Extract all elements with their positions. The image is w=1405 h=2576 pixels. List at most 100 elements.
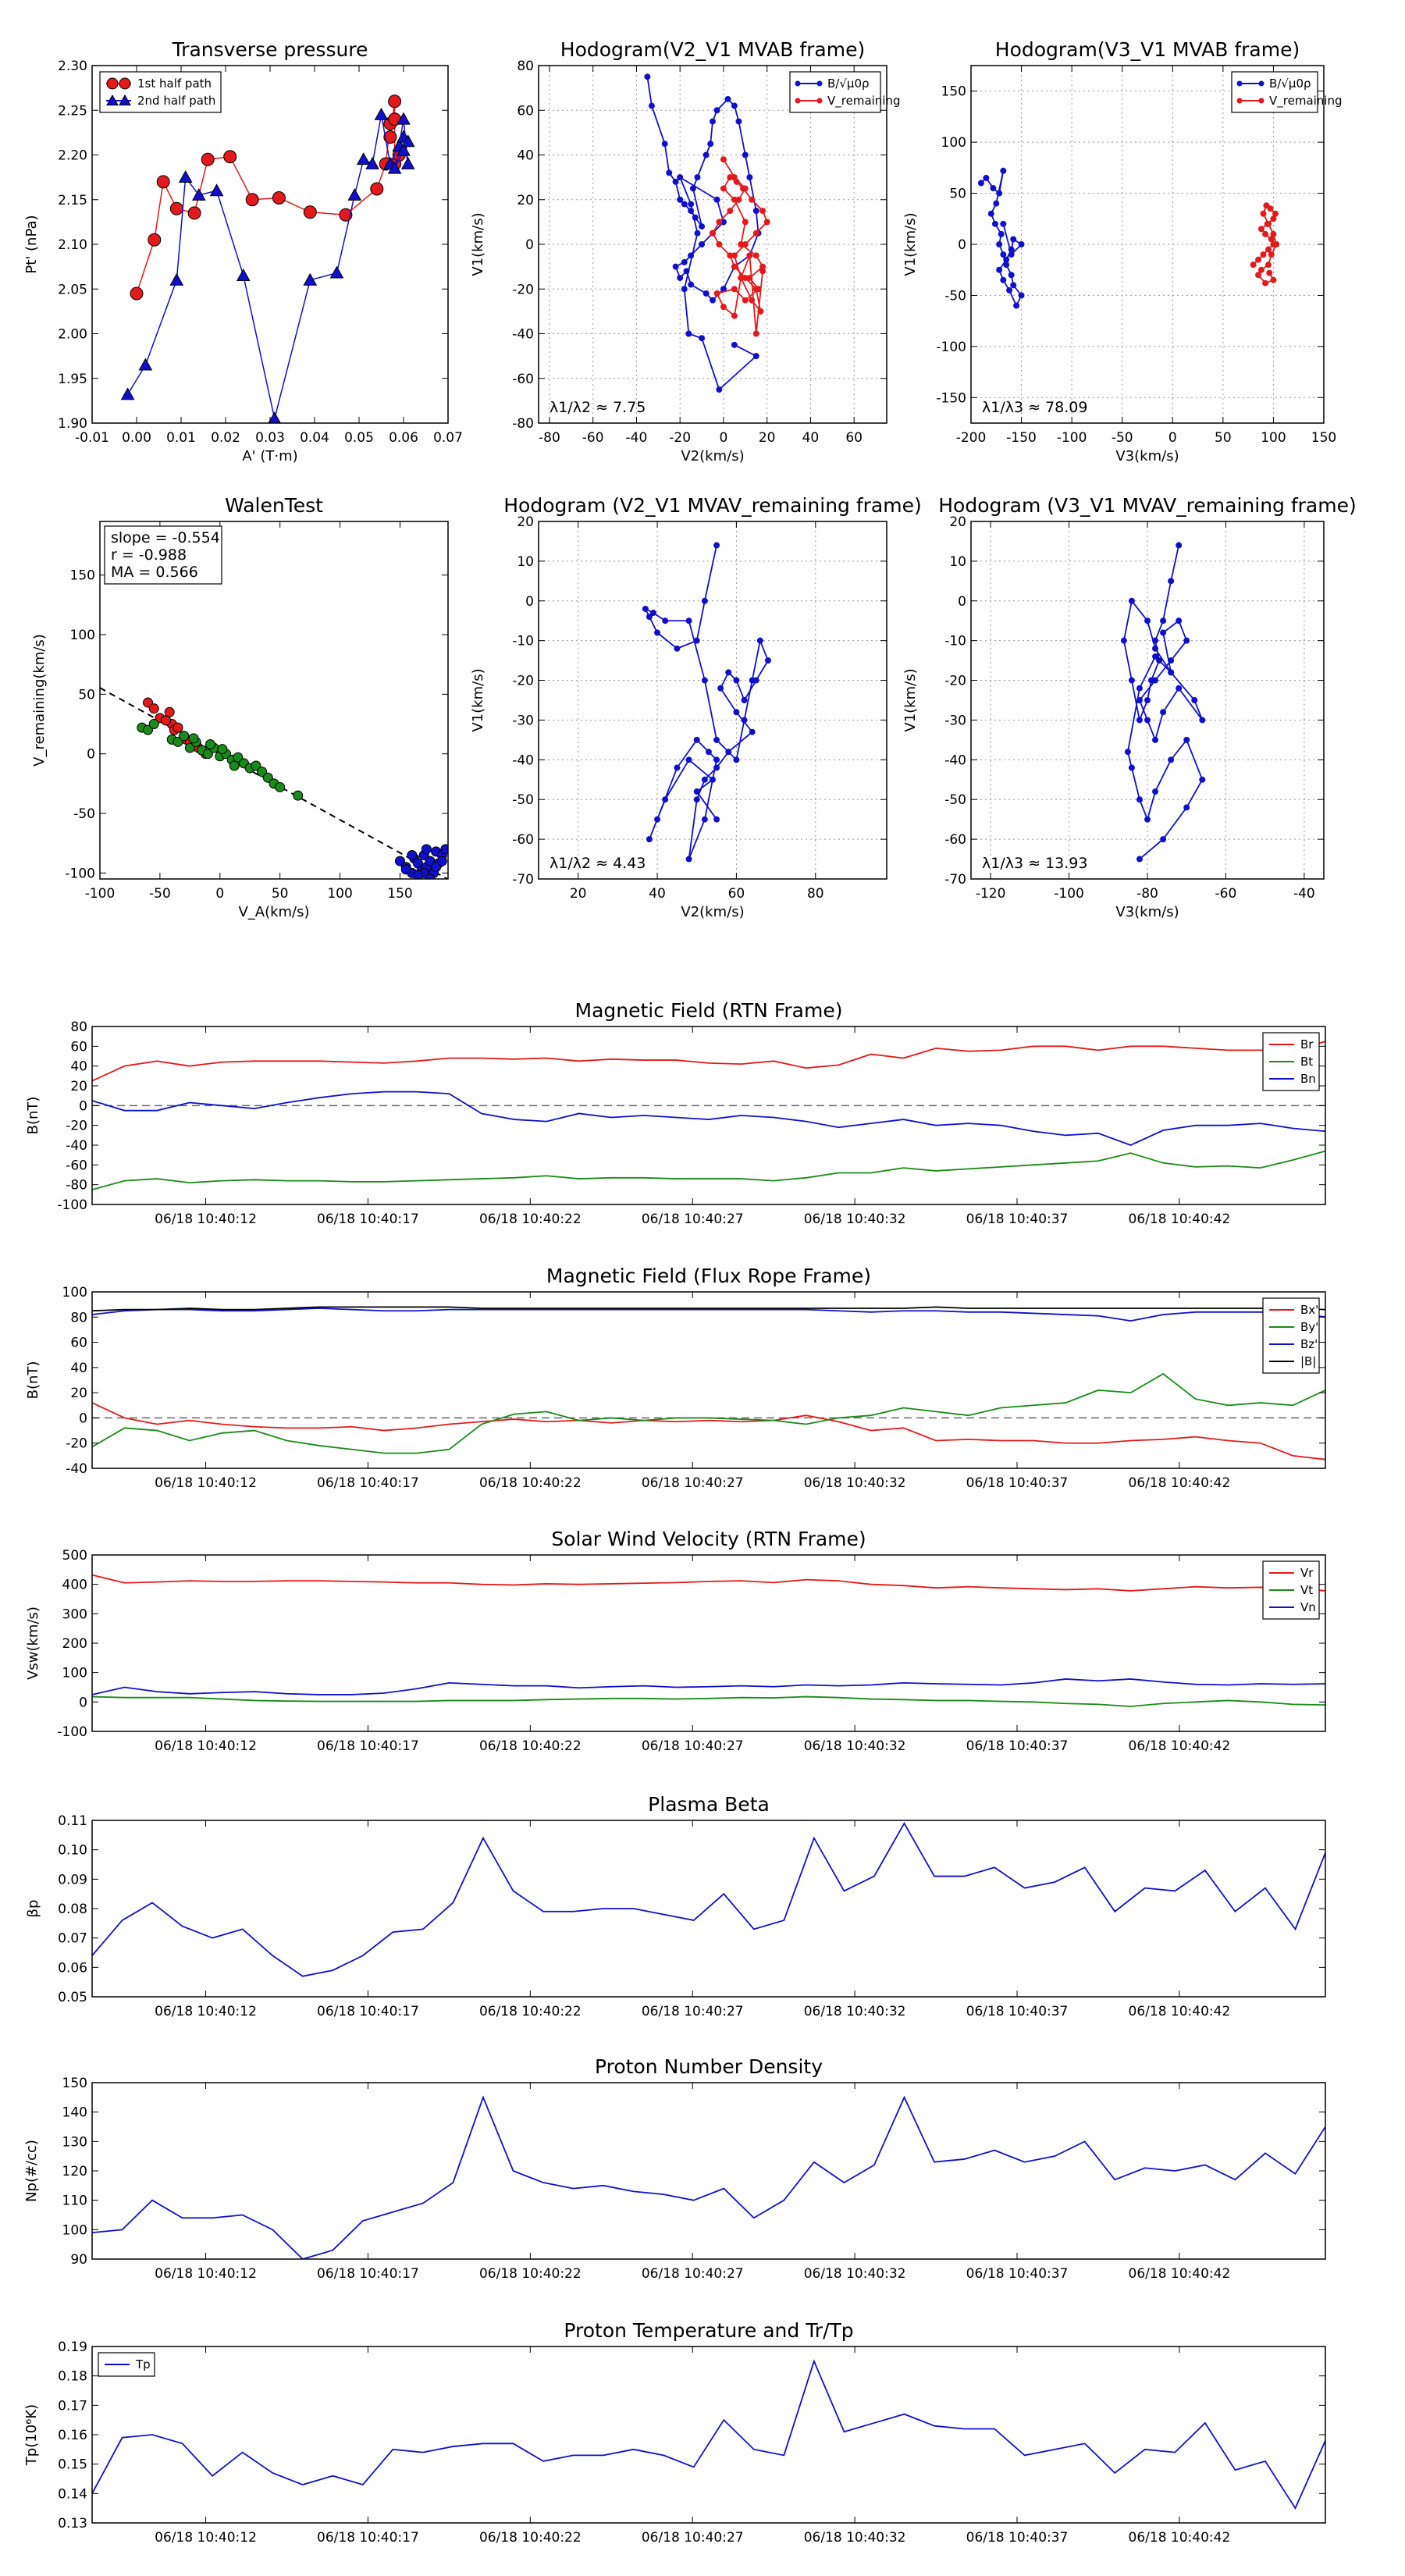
data-point <box>681 286 688 293</box>
data-point <box>713 736 720 743</box>
data-point <box>1003 256 1010 263</box>
y-tick-label: -20 <box>66 1436 87 1452</box>
eigenvalue-ratio-label: λ1/λ3 ≈ 13.93 <box>982 855 1087 872</box>
data-point <box>1183 736 1190 743</box>
data-point <box>699 223 706 230</box>
data-point <box>688 281 695 288</box>
data-point <box>685 756 692 763</box>
y-tick-label: 0.17 <box>58 2398 87 2414</box>
series-line <box>92 1695 1325 1707</box>
x-tick-label: 0.03 <box>255 430 285 446</box>
data-point <box>394 856 405 866</box>
legend-marker <box>1258 98 1264 104</box>
series-line <box>92 1150 1325 1190</box>
data-point <box>179 731 190 742</box>
x-tick-label: -200 <box>956 430 987 446</box>
y-tick-label: -20 <box>66 1119 87 1134</box>
data-point <box>205 738 215 749</box>
data-point <box>702 151 710 158</box>
y-tick-label: 0.05 <box>58 1990 87 2005</box>
data-point <box>677 174 684 181</box>
x-tick-label: -20 <box>669 430 691 446</box>
data-point <box>1176 685 1183 692</box>
data-point <box>1156 657 1163 664</box>
y-tick-label: -40 <box>66 1138 87 1154</box>
data-point <box>713 196 720 203</box>
data-point <box>646 614 653 621</box>
data-point <box>666 169 673 176</box>
legend: Bx' By' Bz' |B| <box>1262 1297 1320 1374</box>
data-point <box>374 107 389 120</box>
x-tick-label: 06/18 10:40:17 <box>317 1475 419 1491</box>
series-hodogram <box>642 542 771 863</box>
legend-label: 1st half path <box>137 76 212 91</box>
chart-h1: -80 -60 -40 -20 0 20 40 60 -80 -60 -40 -20 0 20 40 60 80… <box>470 38 901 464</box>
data-point <box>201 152 215 166</box>
x-tick-label: 0 <box>720 430 728 446</box>
y-axis-label: Np(#/cc) <box>23 2140 40 2202</box>
y-tick-label: 20 <box>70 1386 87 1401</box>
x-tick-label: 06/18 10:40:37 <box>966 2530 1069 2546</box>
data-point <box>1199 776 1206 783</box>
eigenvalue-ratio-label: λ1/λ3 ≈ 78.09 <box>982 399 1087 416</box>
data-point <box>685 617 692 624</box>
data-point <box>701 816 708 823</box>
legend-marker <box>795 98 801 104</box>
legend-frame <box>789 71 881 113</box>
data-point <box>654 816 661 823</box>
legend-marker <box>106 77 119 90</box>
series-bx- <box>92 1402 1325 1461</box>
y-tick-label: 300 <box>62 1606 87 1622</box>
y-tick-label: -60 <box>512 832 534 848</box>
x-tick-label: 0 <box>1168 430 1177 446</box>
data-point <box>187 206 201 220</box>
data-point <box>1128 597 1135 604</box>
data-point <box>993 200 1000 207</box>
data-point <box>738 274 745 281</box>
data-point <box>1136 685 1143 692</box>
data-point <box>1136 796 1143 803</box>
data-point <box>661 141 668 148</box>
y-tick-label: 0 <box>79 1098 87 1114</box>
data-point <box>662 796 669 803</box>
data-point <box>257 767 268 777</box>
y-tick-label: 2.10 <box>58 237 87 253</box>
data-point <box>725 749 732 756</box>
chart-mag_rtn: 06/18 10:40:12 06/18 10:40:17 06/18 10:40:… <box>25 999 1326 1227</box>
chart-title: Hodogram(V3_V1 MVAB frame) <box>995 38 1300 61</box>
data-point <box>262 772 273 783</box>
legend-marker <box>119 77 131 90</box>
legend-label: Bz' <box>1300 1337 1318 1351</box>
data-point <box>400 134 415 148</box>
legend-label: B/√μ0ρ <box>1269 76 1311 91</box>
data-point <box>148 233 162 247</box>
data-point <box>1013 302 1020 309</box>
data-point <box>1010 236 1017 243</box>
data-point <box>1144 816 1151 823</box>
chart-beta: 06/18 10:40:12 06/18 10:40:17 06/18 10:40:… <box>25 1793 1326 2019</box>
x-tick-label: 0.04 <box>300 430 329 446</box>
series-b-0- <box>977 167 1025 309</box>
data-point <box>1183 637 1190 644</box>
data-point <box>1262 279 1269 286</box>
x-tick-label: 06/18 10:40:17 <box>317 1738 419 1754</box>
data-point <box>156 175 170 189</box>
data-point <box>1262 230 1269 237</box>
series-line <box>92 1402 1325 1461</box>
legend: 1st half path 2nd half path <box>99 71 222 113</box>
y-tick-label: 0 <box>525 594 534 610</box>
x-axis-label: V2(km/s) <box>681 448 744 464</box>
y-tick-label: 0.07 <box>58 1931 87 1947</box>
x-tick-label: 06/18 10:40:27 <box>642 2530 744 2546</box>
legend-frame <box>99 71 222 113</box>
x-axis-label: V2(km/s) <box>681 904 744 920</box>
data-point <box>440 844 448 855</box>
data-point <box>749 728 756 735</box>
plot-data <box>92 1821 1325 1977</box>
data-point <box>649 610 656 617</box>
data-point <box>1008 251 1015 258</box>
x-tick-label: 80 <box>807 886 824 902</box>
y-axis-label: Tp(10⁶K) <box>23 2404 40 2466</box>
x-tick-label: 0 <box>215 886 224 902</box>
x-tick-label: 100 <box>327 886 352 902</box>
